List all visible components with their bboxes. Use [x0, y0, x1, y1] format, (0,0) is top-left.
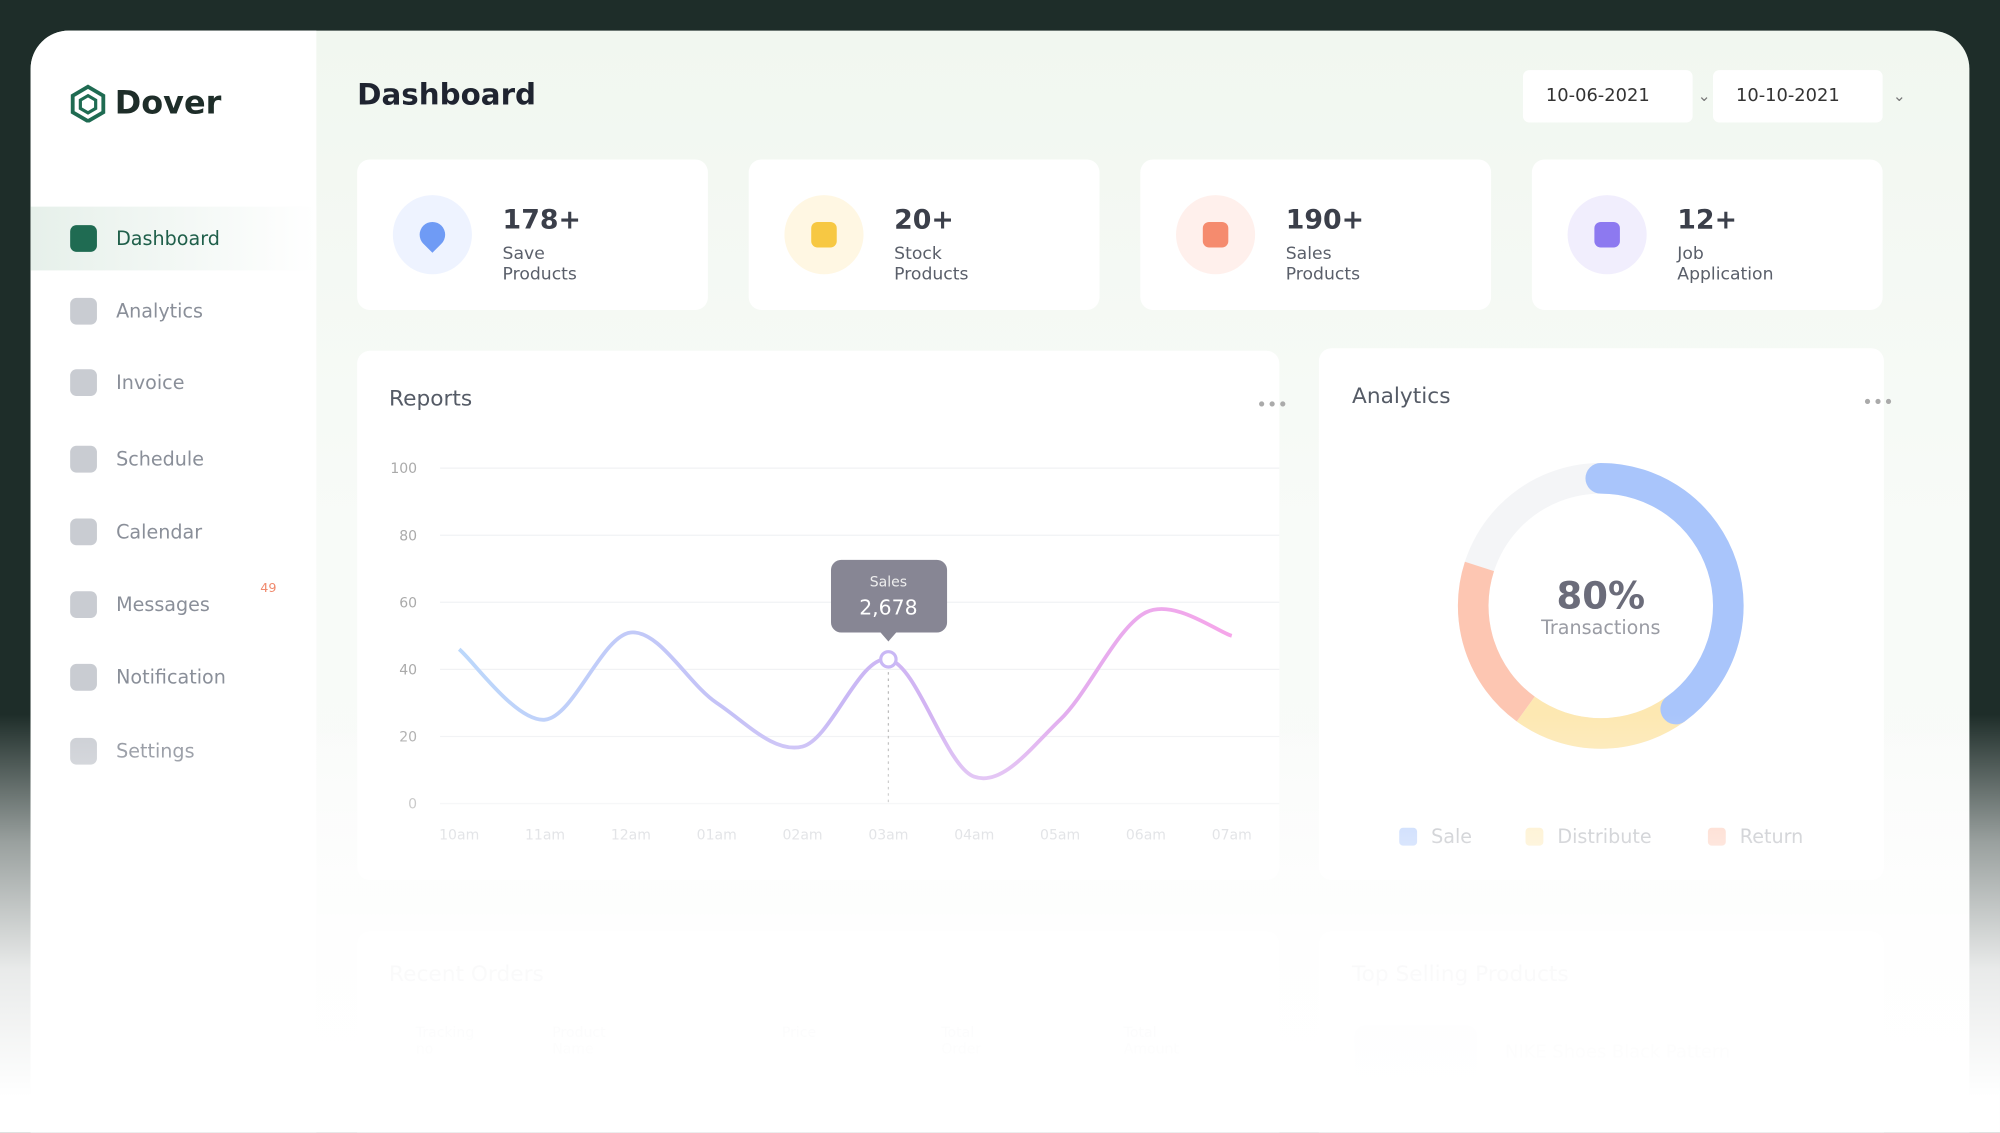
tooltip: Sales 2,678	[830, 559, 948, 642]
x-tick-label: 03am	[868, 827, 908, 843]
center-value: 80%	[1557, 574, 1646, 617]
x-tick-label: 11am	[525, 827, 565, 843]
tooltip-arrow	[879, 631, 898, 642]
y-tick-label: 0	[408, 797, 417, 813]
y-tick-label: 100	[390, 461, 417, 477]
tooltip-label: Sales	[870, 575, 907, 591]
center-text: Transactions	[1540, 616, 1660, 639]
donut-segment	[1457, 561, 1536, 722]
legend-label: Sale	[1431, 825, 1472, 848]
y-tick-label: 60	[399, 595, 417, 611]
x-tick-label: 02am	[783, 827, 823, 843]
x-tick-label: 01am	[697, 827, 737, 843]
x-tick-label: 04am	[954, 827, 994, 843]
x-tick-label: 07am	[1212, 827, 1252, 843]
hover-point	[879, 650, 898, 669]
y-tick-label: 20	[399, 730, 417, 746]
x-tick-label: 10am	[439, 827, 479, 843]
donut-segment	[1516, 696, 1685, 749]
y-tick-label: 80	[399, 528, 417, 544]
x-tick-label: 06am	[1126, 827, 1166, 843]
legend-swatch	[1525, 827, 1544, 846]
tooltip-value: 2,678	[859, 596, 917, 620]
x-tick-label: 12am	[611, 827, 651, 843]
x-tick-label: 05am	[1040, 827, 1080, 843]
legend-label: Return	[1740, 825, 1803, 848]
legend-swatch	[1707, 827, 1726, 846]
line	[457, 607, 1233, 781]
y-tick-label: 40	[399, 662, 417, 678]
legend-swatch	[1399, 827, 1418, 846]
legend-label: Distribute	[1557, 825, 1651, 848]
